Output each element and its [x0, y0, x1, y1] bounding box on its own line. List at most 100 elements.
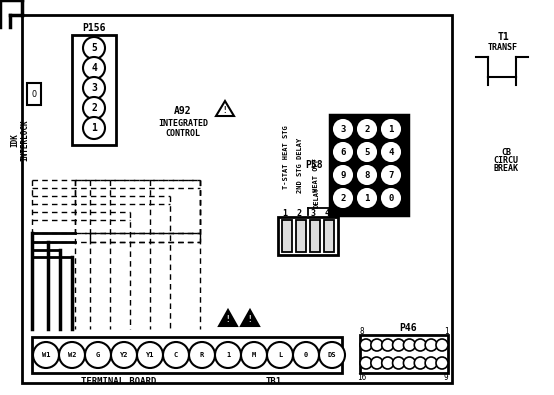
Circle shape [382, 120, 400, 138]
Circle shape [425, 357, 437, 369]
Text: TERMINAL BOARD: TERMINAL BOARD [81, 378, 156, 386]
Text: CONTROL: CONTROL [166, 128, 201, 137]
Text: R: R [200, 352, 204, 358]
Circle shape [334, 189, 352, 207]
Bar [282, 220, 292, 252]
Circle shape [393, 339, 404, 351]
Circle shape [83, 97, 105, 119]
Text: 8: 8 [365, 171, 370, 179]
Circle shape [403, 357, 416, 369]
Circle shape [293, 342, 319, 368]
Text: DELAY: DELAY [313, 186, 319, 208]
Text: 2ND STG DELAY: 2ND STG DELAY [297, 137, 303, 193]
Text: P58: P58 [305, 160, 323, 170]
Text: P156: P156 [82, 23, 106, 33]
Text: IDK
INTERLOCK: IDK INTERLOCK [11, 119, 30, 161]
Text: HEAT OFF: HEAT OFF [313, 158, 319, 192]
Text: 16: 16 [357, 372, 367, 382]
Text: 4: 4 [91, 63, 97, 73]
Text: 7: 7 [388, 171, 394, 179]
Circle shape [425, 339, 437, 351]
Circle shape [83, 37, 105, 59]
Circle shape [414, 339, 426, 351]
Circle shape [436, 339, 448, 351]
Text: M: M [252, 352, 256, 358]
Circle shape [371, 357, 383, 369]
Text: 1: 1 [444, 327, 448, 337]
Circle shape [83, 77, 105, 99]
Bar [27, 83, 41, 105]
Text: 1: 1 [388, 124, 394, 134]
Text: 5: 5 [91, 43, 97, 53]
Polygon shape [219, 310, 237, 326]
Text: !: ! [248, 316, 252, 325]
Text: 1: 1 [91, 123, 97, 133]
Bar [32, 337, 342, 373]
Text: CIRCU: CIRCU [494, 156, 519, 164]
Text: G: G [96, 352, 100, 358]
Circle shape [334, 120, 352, 138]
Circle shape [382, 143, 400, 161]
Text: 5: 5 [365, 147, 370, 156]
Text: 2: 2 [296, 209, 301, 218]
Text: 9: 9 [444, 372, 448, 382]
Circle shape [382, 357, 394, 369]
Circle shape [111, 342, 137, 368]
Circle shape [189, 342, 215, 368]
Bar [310, 220, 320, 252]
Text: 8: 8 [360, 327, 365, 337]
Bar [22, 15, 452, 383]
Text: Y1: Y1 [146, 352, 154, 358]
Circle shape [436, 357, 448, 369]
Circle shape [382, 189, 400, 207]
Circle shape [358, 143, 376, 161]
Text: 4: 4 [325, 209, 330, 218]
Circle shape [59, 342, 85, 368]
Text: 3: 3 [310, 209, 315, 218]
Bar [330, 115, 408, 215]
Circle shape [371, 339, 383, 351]
Circle shape [334, 166, 352, 184]
Circle shape [215, 342, 241, 368]
Bar [278, 217, 338, 255]
Circle shape [267, 342, 293, 368]
Bar [72, 35, 116, 145]
Text: INTEGRATED: INTEGRATED [158, 118, 208, 128]
Circle shape [319, 342, 345, 368]
Text: DS: DS [328, 352, 336, 358]
Text: 3: 3 [91, 83, 97, 93]
Circle shape [358, 120, 376, 138]
Circle shape [360, 357, 372, 369]
Circle shape [414, 357, 426, 369]
Text: BREAK: BREAK [494, 164, 519, 173]
Circle shape [83, 57, 105, 79]
Polygon shape [241, 310, 259, 326]
Text: 6: 6 [340, 147, 346, 156]
Circle shape [382, 166, 400, 184]
Text: TB1: TB1 [266, 378, 282, 386]
Text: 2: 2 [365, 124, 370, 134]
Text: 2: 2 [340, 194, 346, 203]
Text: 9: 9 [340, 171, 346, 179]
Circle shape [163, 342, 189, 368]
Text: !: ! [223, 105, 227, 115]
Text: A92: A92 [174, 106, 192, 116]
Circle shape [85, 342, 111, 368]
Text: CB: CB [501, 147, 511, 156]
Text: C: C [174, 352, 178, 358]
Text: P46: P46 [399, 323, 417, 333]
Text: 3: 3 [340, 124, 346, 134]
Text: 1: 1 [283, 209, 288, 218]
Text: !: ! [225, 316, 230, 325]
Text: 2: 2 [91, 103, 97, 113]
Text: 0: 0 [304, 352, 308, 358]
Text: O: O [32, 90, 37, 98]
Bar [360, 335, 448, 373]
Text: L: L [278, 352, 282, 358]
Circle shape [358, 166, 376, 184]
Text: T1: T1 [497, 32, 509, 42]
Text: Y2: Y2 [120, 352, 128, 358]
Circle shape [33, 342, 59, 368]
Circle shape [137, 342, 163, 368]
Text: W1: W1 [42, 352, 50, 358]
